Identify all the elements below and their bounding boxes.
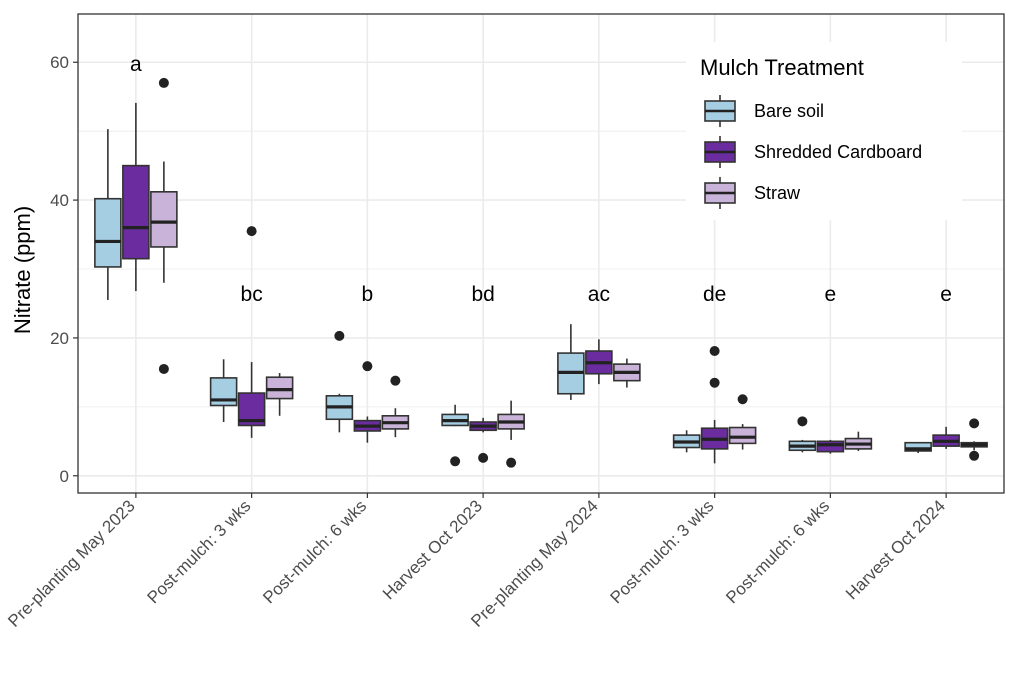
box-series	[94, 77, 988, 468]
outlier-point	[709, 346, 720, 357]
box-bare-soil	[325, 330, 354, 433]
box-straw	[150, 77, 178, 374]
legend-item: Straw	[704, 177, 801, 209]
significance-letter: b	[362, 283, 374, 306]
y-tick-label: 40	[50, 191, 69, 210]
box-shredded-cardboard	[816, 439, 845, 454]
box-bare-soil	[672, 430, 701, 453]
outlier-point	[709, 377, 720, 388]
significance-letter: de	[703, 283, 726, 306]
outlier-point	[478, 452, 489, 463]
legend-item: Shredded Cardboard	[704, 136, 922, 168]
box-shredded-cardboard	[585, 339, 613, 385]
outlier-point	[797, 416, 808, 427]
box-iqr	[265, 376, 294, 400]
box-bare-soil	[209, 359, 238, 423]
outlier-point	[737, 394, 748, 405]
outlier-point	[506, 457, 517, 468]
legend-item: Bare soil	[704, 95, 824, 127]
grid-lines	[78, 14, 1004, 493]
box-straw	[728, 394, 757, 450]
legend-label: Bare soil	[754, 101, 824, 121]
box-straw	[613, 358, 641, 388]
significance-letter: bc	[241, 283, 263, 306]
box-bare-soil	[788, 416, 817, 453]
panel-border	[77, 13, 1005, 494]
box-iqr	[122, 164, 150, 260]
significance-letter: e	[940, 283, 952, 306]
box-shredded-cardboard	[353, 361, 382, 443]
y-tick-label: 60	[50, 53, 69, 72]
box-bare-soil	[94, 129, 122, 301]
box-shredded-cardboard	[932, 426, 960, 449]
significance-letter: ac	[588, 283, 610, 306]
box-shredded-cardboard	[469, 417, 497, 463]
y-axis: 0 20 40 60	[50, 53, 78, 486]
significance-letters: a bc b bd ac de e e	[130, 53, 952, 306]
box-straw	[265, 373, 294, 416]
outlier-point	[969, 418, 980, 429]
box-iqr	[728, 426, 757, 445]
box-straw	[960, 418, 988, 461]
box-straw	[497, 400, 525, 468]
outlier-point	[362, 361, 373, 372]
box-shredded-cardboard	[122, 102, 150, 292]
legend-label: Straw	[754, 183, 801, 203]
box-iqr	[94, 197, 122, 268]
box-iqr	[904, 441, 932, 452]
box-bare-soil	[557, 324, 585, 400]
box-shredded-cardboard	[700, 346, 729, 464]
y-axis-title: Nitrate (ppm)	[10, 206, 35, 334]
outlier-point	[158, 77, 169, 88]
box-iqr	[816, 440, 845, 453]
y-tick-label: 20	[50, 329, 69, 348]
significance-letter: e	[825, 283, 837, 306]
y-tick-label: 0	[60, 467, 69, 486]
outlier-point	[158, 363, 169, 374]
significance-letter: a	[130, 53, 142, 76]
box-iqr	[150, 191, 178, 248]
outlier-point	[969, 450, 980, 461]
legend: Mulch Treatment Bare soil Shredded Cardbo…	[686, 42, 962, 220]
legend-label: Shredded Cardboard	[754, 142, 922, 162]
box-bare-soil	[904, 441, 932, 454]
significance-letter: bd	[471, 283, 494, 306]
box-straw	[844, 431, 873, 451]
box-shredded-cardboard	[237, 226, 266, 438]
outlier-point	[390, 375, 401, 386]
legend-title: Mulch Treatment	[700, 55, 864, 80]
box-straw	[381, 375, 410, 438]
box-bare-soil	[441, 404, 469, 467]
outlier-point	[334, 330, 345, 341]
outlier-point	[246, 226, 257, 237]
outlier-point	[450, 456, 461, 467]
